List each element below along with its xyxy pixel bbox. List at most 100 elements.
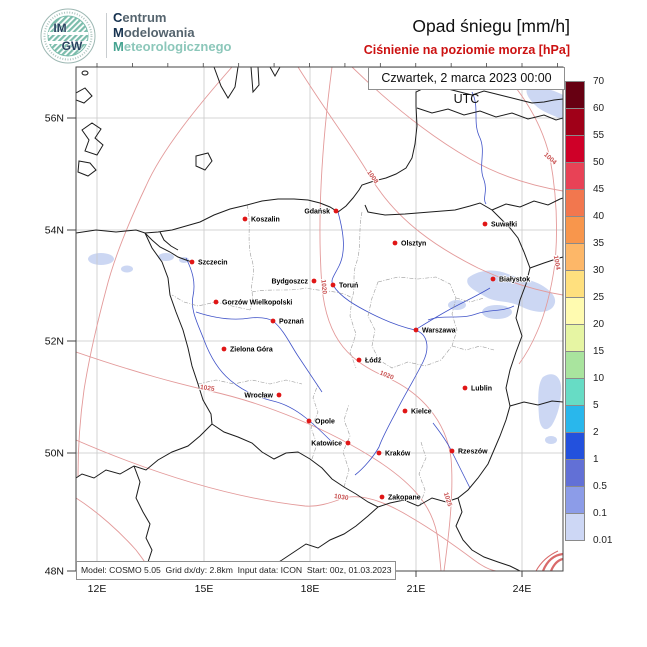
colorbar-label: 40 [593, 211, 605, 222]
colorbar-segment [565, 297, 585, 325]
city-dot-zakopane [379, 494, 385, 500]
rivers [185, 91, 515, 489]
city-label: Gorzów Wielkopolski [222, 300, 292, 307]
city-label: Łódź [365, 358, 382, 365]
city-dot-opole [306, 418, 312, 424]
page-subtitle: Ciśnienie na poziomie morza [hPa] [363, 43, 570, 57]
city-dot-toru [330, 282, 336, 288]
imgw-logo: IM GW [40, 8, 96, 64]
colorbar-label: 0.5 [593, 481, 607, 492]
city-label: Warszawa [422, 328, 456, 335]
colorbar-label: 0.1 [593, 508, 607, 519]
colorbar-segment [565, 189, 585, 217]
graticule [76, 67, 563, 571]
city-dot-rzeszw [449, 448, 455, 454]
colorbar-segment [565, 459, 585, 487]
colorbar-label: 1 [593, 454, 599, 465]
city-dot-biaystok [490, 276, 496, 282]
colorbar-label: 25 [593, 292, 605, 303]
city-dot-szczecin [189, 259, 195, 265]
city-label: Toruń [339, 283, 358, 290]
isobar-lines [76, 67, 563, 571]
map-axes: 12E 15E 18E 21E 24E 56N 54N 52N 50N 48N [45, 63, 558, 595]
city-label: Lublin [471, 386, 492, 393]
colorbar-segment [565, 405, 585, 433]
city-label: Rzeszów [458, 449, 488, 456]
colorbar-label: 50 [593, 157, 605, 168]
x-axis-label: 15E [195, 583, 214, 595]
isobar-label: 1020 [319, 279, 327, 294]
city-dot-warszawa [413, 327, 419, 333]
colorbar-segment [565, 378, 585, 406]
city-label: Zakopane [388, 495, 421, 502]
city-label: Katowice [311, 441, 342, 448]
isobar-label: 1020 [379, 370, 395, 382]
colorbar-segment [565, 432, 585, 460]
city-label: Gdańsk [304, 209, 330, 216]
datetime-box: Czwartek, 2 marca 2023 00:00 UTC [368, 67, 565, 106]
colorbar-segment [565, 486, 585, 514]
colorbar-label: 55 [593, 130, 605, 141]
y-axis-label: 52N [45, 336, 64, 348]
isobar-label: 1004 [552, 255, 561, 271]
city-dot-lublin [462, 385, 468, 391]
colorbar-segment [565, 108, 585, 136]
colorbar-label: 70 [593, 76, 605, 87]
city-label: Poznań [279, 319, 304, 326]
colorbar-segment [565, 351, 585, 379]
colorbar-segment [565, 81, 585, 109]
city-label: Kraków [385, 451, 411, 458]
city-label: Bydgoszcz [271, 279, 308, 286]
colorbar-label: 5 [593, 400, 599, 411]
colorbar-segment [565, 243, 585, 271]
x-axis-label: 21E [407, 583, 426, 595]
city-dot-gorzwwielkopolski [213, 299, 219, 305]
map-frame [75, 66, 564, 572]
city-dot-krakw [376, 450, 382, 456]
y-axis-label: 56N [45, 113, 64, 125]
city-label: Zielona Góra [230, 347, 273, 354]
city-dot-katowice [345, 440, 351, 446]
city-label: Suwałki [491, 222, 517, 229]
city-dot-kielce [402, 408, 408, 414]
city-label: Białystok [499, 277, 530, 284]
colorbar-label: 45 [593, 184, 605, 195]
city-dot-gdask [333, 208, 339, 214]
colorbar-segment [565, 513, 585, 541]
logo-gw-text: GW [62, 39, 83, 53]
internal-borders [171, 204, 495, 507]
coastlines [76, 67, 563, 263]
city-label: Koszalin [251, 217, 280, 224]
colorbar-label: 30 [593, 265, 605, 276]
country-borders [76, 107, 563, 571]
page-title: Opad śniegu [mm/h] [412, 16, 570, 36]
snowfall-areas [88, 87, 563, 444]
colorbar-label: 2 [593, 427, 599, 438]
colorbar-segment [565, 162, 585, 190]
y-axis-label: 54N [45, 225, 64, 237]
city-label: Wrocław [244, 393, 273, 400]
isobar-label: 1004 [542, 151, 558, 166]
colorbar-label: 0.01 [593, 535, 613, 546]
y-axis-label: 48N [45, 566, 64, 578]
colorbar-label: 35 [593, 238, 605, 249]
x-axis-label: 24E [513, 583, 532, 595]
brand-text: Centrum Modelowania Meteorologicznego [113, 10, 231, 55]
x-axis-label: 12E [88, 583, 107, 595]
city-label: Szczecin [198, 260, 228, 267]
city-dot-pozna [270, 318, 276, 324]
city-dot-koszalin [242, 216, 248, 222]
city-label: Kielce [411, 409, 432, 416]
city-dot-olsztyn [392, 240, 398, 246]
brand-line-1: Centrum [113, 10, 167, 25]
brand-divider [106, 13, 107, 58]
y-axis-label: 50N [45, 448, 64, 460]
colorbar-segment [565, 324, 585, 352]
logo-im-text: IM [53, 21, 66, 35]
colorbar [565, 81, 586, 541]
colorbar-segment [565, 135, 585, 163]
brand-line-2: Modelowania [113, 24, 195, 40]
city-label: Olsztyn [401, 241, 426, 248]
